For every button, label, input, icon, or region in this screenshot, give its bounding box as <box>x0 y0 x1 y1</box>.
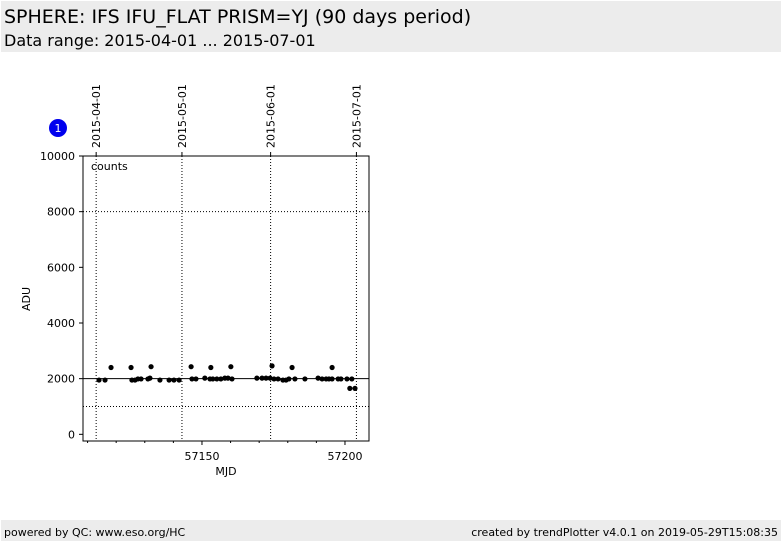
x-tick-label: 57150 <box>184 450 219 463</box>
title: SPHERE: IFS IFU_FLAT PRISM=YJ (90 days p… <box>4 6 471 28</box>
y-axis-label: ADU <box>20 287 33 311</box>
badge: 1 <box>55 122 62 135</box>
point <box>338 376 344 382</box>
footer-left: powered by QC: www.eso.org/HC <box>4 526 186 539</box>
point <box>193 376 199 382</box>
date-tick-label: 2015-05-01 <box>176 84 189 148</box>
point <box>254 375 260 381</box>
point <box>263 375 269 381</box>
y-tick-label: 2000 <box>47 373 75 386</box>
x-axis-label: MJD <box>215 465 236 478</box>
point <box>202 375 208 381</box>
point <box>259 375 265 381</box>
point <box>225 375 231 381</box>
point <box>302 376 308 382</box>
point <box>138 376 144 382</box>
point <box>315 375 321 381</box>
point <box>275 376 281 382</box>
point <box>157 377 163 383</box>
point <box>286 376 292 382</box>
point <box>208 364 214 371</box>
point <box>229 376 235 382</box>
point <box>218 376 224 382</box>
point <box>102 377 108 383</box>
date-tick-label: 2015-06-01 <box>265 84 278 148</box>
point <box>349 376 355 382</box>
plot-frame <box>82 155 370 442</box>
point <box>189 376 195 382</box>
y-tick-label: 4000 <box>47 317 75 330</box>
footer-band <box>1 520 781 541</box>
point <box>210 376 216 382</box>
point <box>108 364 114 371</box>
date-tick-label: 2015-07-01 <box>350 84 363 148</box>
point <box>329 376 335 382</box>
point <box>352 385 358 391</box>
point <box>128 364 134 371</box>
point <box>292 376 298 382</box>
point <box>147 375 153 381</box>
point <box>319 376 325 382</box>
point <box>166 377 172 383</box>
point <box>214 376 220 382</box>
point <box>329 364 335 371</box>
annotation: counts <box>91 160 128 173</box>
point <box>176 377 182 383</box>
date-tick-label: 2015-04-01 <box>90 84 103 148</box>
y-tick-label: 0 <box>68 428 75 441</box>
point <box>267 375 273 381</box>
badge-circle <box>49 119 67 137</box>
subtitle: Data range: 2015-04-01 ... 2015-07-01 <box>4 31 316 50</box>
point <box>171 377 177 383</box>
point <box>269 363 275 369</box>
x-tick-label: 57200 <box>327 450 362 463</box>
y-tick-label: 10000 <box>40 150 75 163</box>
point <box>344 376 350 382</box>
footer-right: created by trendPlotter v4.0.1 on 2019-0… <box>471 526 778 539</box>
point <box>188 364 194 370</box>
y-tick-label: 6000 <box>47 261 75 274</box>
point <box>289 364 295 371</box>
point <box>96 377 102 383</box>
y-tick-label: 8000 <box>47 206 75 219</box>
point <box>148 364 154 370</box>
point <box>228 364 234 370</box>
point <box>271 376 277 382</box>
point <box>347 385 353 391</box>
header-band <box>1 1 781 52</box>
